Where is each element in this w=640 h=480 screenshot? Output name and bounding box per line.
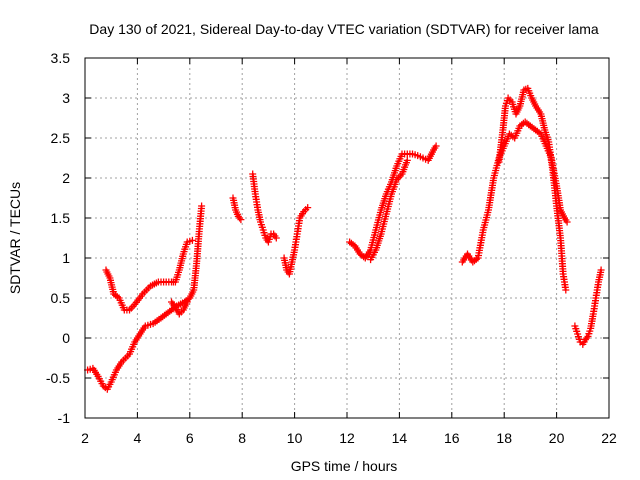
y-tick-label: -0.5 — [46, 370, 70, 386]
series-line — [87, 205, 203, 391]
series-seg-k — [571, 266, 605, 348]
data-point-marker — [237, 216, 245, 224]
y-tick-label: 2 — [62, 170, 70, 186]
series-seg-f — [280, 204, 312, 278]
y-axis-label: SDTVAR / TECUs — [7, 182, 23, 294]
data-point-marker — [432, 142, 440, 150]
data-point-marker — [562, 286, 570, 294]
x-tick-label: 12 — [339, 430, 355, 446]
series-seg-j — [495, 84, 570, 294]
x-tick-label: 16 — [444, 430, 460, 446]
y-tick-label: 1 — [62, 250, 70, 266]
grid — [85, 58, 609, 418]
data-point-marker — [403, 156, 411, 164]
series-line — [461, 121, 568, 263]
series-seg-h — [367, 156, 411, 264]
y-tick-label: 3 — [62, 90, 70, 106]
data-point-marker — [597, 266, 605, 274]
series-seg-e — [249, 170, 280, 246]
y-tick-label: 0.5 — [51, 290, 71, 306]
y-tick-label: 1.5 — [51, 210, 71, 226]
x-tick-label: 20 — [549, 430, 565, 446]
x-tick-label: 6 — [186, 430, 194, 446]
x-tick-label: 10 — [287, 430, 303, 446]
series-seg-a — [84, 202, 206, 393]
data-point-marker — [583, 334, 591, 342]
series-line — [498, 87, 567, 291]
x-tick-label: 8 — [238, 430, 246, 446]
data-series — [84, 84, 605, 393]
data-point-marker — [272, 234, 280, 242]
x-axis-label: GPS time / hours — [291, 458, 398, 474]
data-point-marker — [236, 214, 244, 222]
y-tick-label: -1 — [58, 410, 71, 426]
y-ticks: -1 -0.5 0 0.5 1 1.5 2 2.5 3 3.5 — [46, 50, 609, 426]
y-tick-label: 2.5 — [51, 130, 71, 146]
x-tick-label: 14 — [392, 430, 408, 446]
series-seg-c — [168, 298, 191, 318]
chart-title: Day 130 of 2021, Sidereal Day-to-day VTE… — [89, 21, 599, 37]
y-tick-label: 0 — [62, 330, 70, 346]
x-tick-label: 18 — [496, 430, 512, 446]
series-seg-i — [458, 118, 571, 266]
x-tick-label: 22 — [601, 430, 617, 446]
data-point-marker — [304, 204, 312, 212]
data-point-marker — [198, 202, 206, 210]
x-tick-label: 2 — [81, 430, 89, 446]
data-point-marker — [563, 218, 571, 226]
data-point-marker — [188, 236, 196, 244]
series-seg-b — [102, 236, 196, 314]
x-ticks: 2 4 6 8 10 12 14 16 18 20 22 — [81, 58, 617, 446]
x-tick-label: 4 — [134, 430, 142, 446]
y-tick-label: 3.5 — [51, 50, 71, 66]
series-seg-g — [346, 142, 440, 262]
data-point-marker — [183, 298, 191, 306]
series-seg-d — [229, 194, 245, 224]
